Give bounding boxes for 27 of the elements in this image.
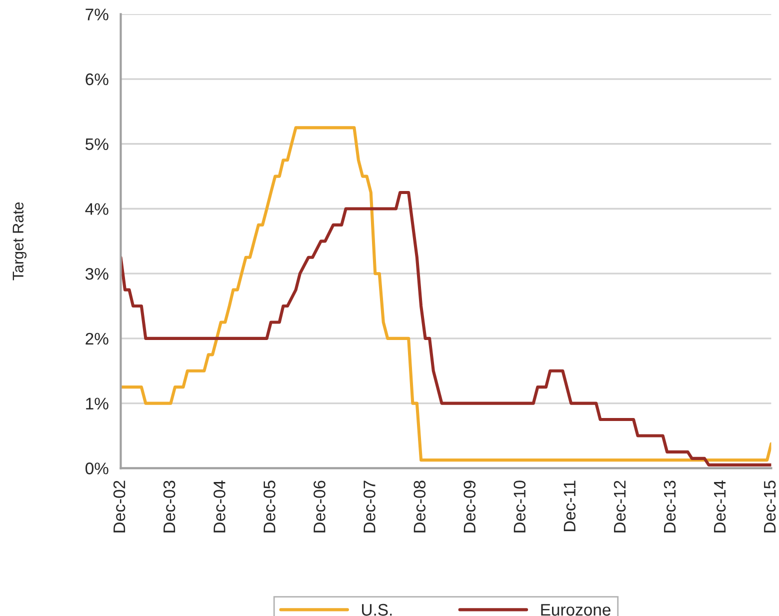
x-tick-label: Dec-03 [163,480,176,532]
x-tick-label: Dec-10 [514,480,526,532]
x-tick-label: Dec-15 [764,480,776,532]
x-tick-label: Dec-12 [614,480,626,532]
y-tick-label: 4% [85,203,108,215]
x-tick-label: Dec-08 [414,480,426,532]
legend-label: Eurozone [541,604,610,616]
x-tick-label: Dec-06 [314,480,326,532]
x-tick-label: Dec-05 [264,480,276,532]
x-tick-label: Dec-09 [464,480,476,532]
x-tick-label: Dec-11 [564,480,576,532]
y-tick-label: 5% [86,138,108,150]
x-tick-label: Dec-13 [664,480,676,532]
y-tick-label: 7% [86,8,108,20]
y-tick-label: 6% [86,73,108,86]
y-tick-label: 1% [86,398,108,410]
x-tick-label: Dec-14 [714,480,726,532]
line-series [120,126,772,462]
y-axis-title: Target Rate [12,202,27,280]
y-tick-label: 2% [86,332,108,345]
x-tick-label: Dec-04 [214,480,226,532]
x-tick-label: Dec-02 [113,480,126,532]
x-tick-label: Dec-07 [364,480,376,532]
y-tick-label: 0% [86,462,108,474]
legend-label: U.S. [362,604,392,616]
line-series [120,190,772,466]
y-tick-label: 3% [85,268,108,280]
